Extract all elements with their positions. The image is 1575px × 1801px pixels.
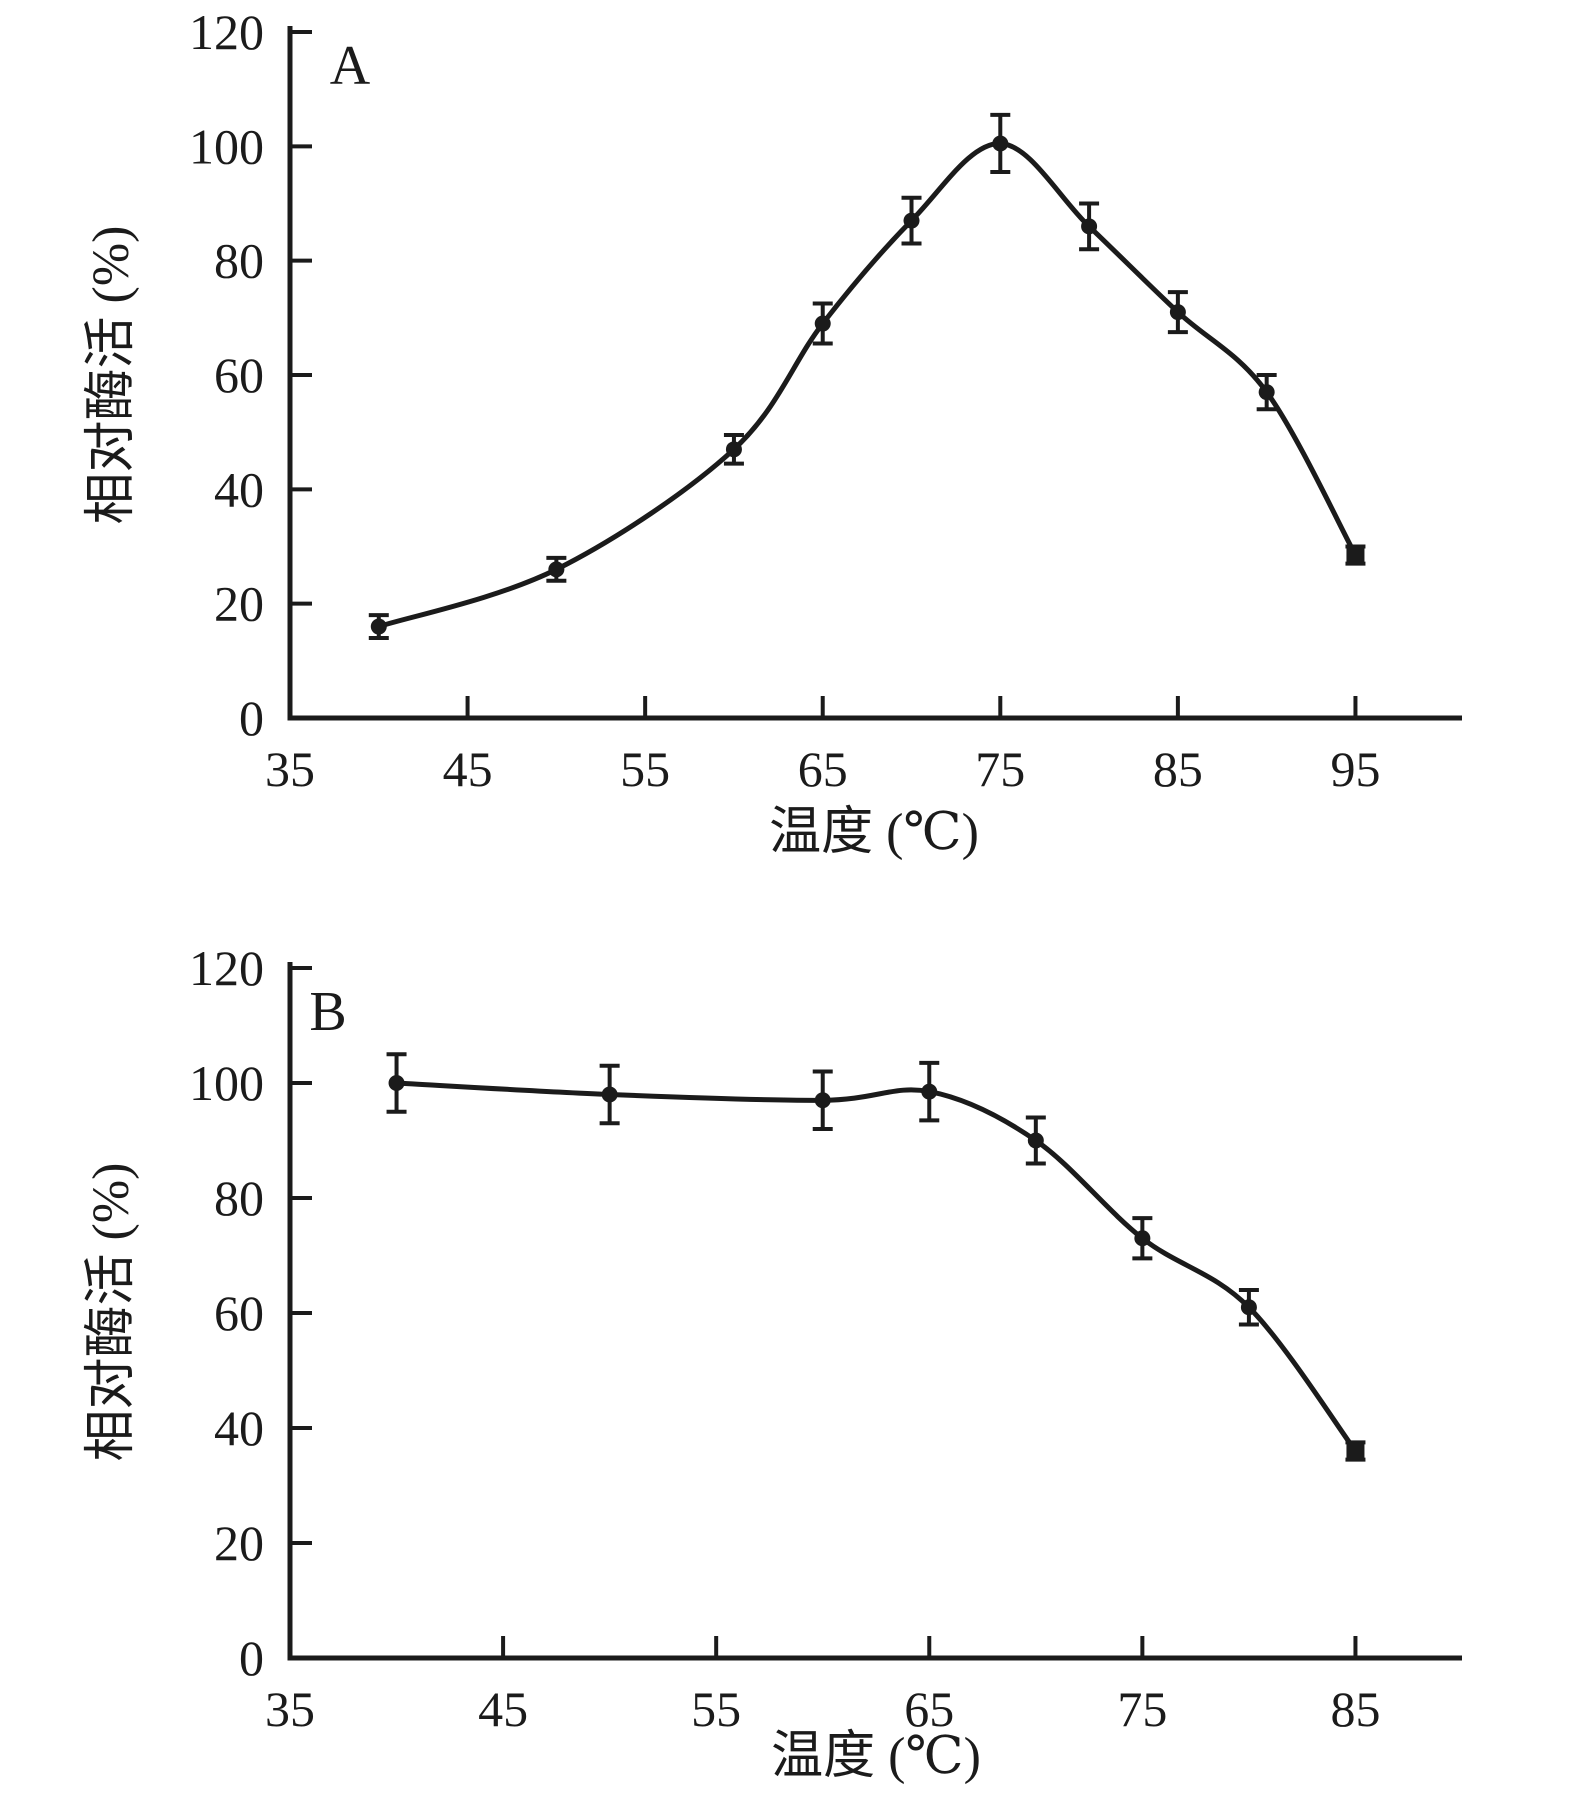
- data-point: [388, 1075, 405, 1091]
- x-tick-label: 95: [1330, 741, 1380, 797]
- y-tick-label: 40: [214, 461, 264, 517]
- data-point: [1027, 1132, 1044, 1149]
- x-tick-label: 35: [265, 1681, 315, 1737]
- panel-b-letter: B: [309, 981, 347, 1043]
- x-tick-label: 35: [265, 741, 315, 797]
- data-point: [814, 315, 831, 332]
- data-point: [1081, 218, 1098, 235]
- data-point: [903, 212, 920, 229]
- data-curve: [394, 1080, 1358, 1454]
- panel-a-x-axis-label: 温度 (℃): [769, 804, 979, 861]
- data-point: [548, 561, 565, 578]
- data-point: [1346, 1442, 1365, 1460]
- y-tick-label: 20: [214, 576, 264, 632]
- x-tick-label: 45: [443, 741, 493, 797]
- data-point: [992, 135, 1009, 152]
- panel-a-y-axis-label: 相对酶活 (%): [83, 225, 140, 525]
- x-tick-label: 75: [975, 741, 1025, 797]
- x-tick-label: 45: [478, 1681, 528, 1737]
- y-tick-label: 100: [189, 118, 264, 174]
- data-point: [814, 1092, 831, 1109]
- data-point: [370, 618, 387, 635]
- data-point: [921, 1083, 938, 1100]
- y-tick-label: 0: [239, 1630, 264, 1686]
- x-tick-label: 85: [1153, 741, 1203, 797]
- y-tick-label: 60: [214, 1285, 264, 1341]
- data-point: [1169, 304, 1186, 321]
- data-point: [1240, 1299, 1257, 1316]
- panel-a-letter: A: [329, 35, 371, 97]
- y-tick-label: 100: [189, 1055, 264, 1111]
- panel-b-x-axis-label: 温度 (℃): [771, 1728, 981, 1785]
- data-point: [1258, 384, 1275, 401]
- y-tick-label: 20: [214, 1515, 264, 1571]
- x-tick-label: 55: [691, 1681, 741, 1737]
- y-tick-label: 80: [214, 1170, 264, 1226]
- x-tick-label: 85: [1330, 1681, 1380, 1737]
- panel-a-chart: 35 45 55 65 75 85 95 0 20 40 60 80 100 120: [189, 4, 1462, 797]
- y-tick-label: 60: [214, 347, 264, 403]
- data-point: [1346, 546, 1365, 565]
- panel-b-y-axis-label: 相对酶活 (%): [83, 1162, 140, 1462]
- y-tick-label: 120: [189, 4, 264, 60]
- x-tick-label: 65: [904, 1681, 954, 1737]
- y-tick-label: 40: [214, 1400, 264, 1456]
- y-tick-label: 0: [239, 690, 264, 746]
- data-point: [601, 1086, 618, 1103]
- panel-b-chart: 35 45 55 65 75 85 0 20 40 60 80 100 120: [189, 940, 1462, 1737]
- x-tick-label: 55: [620, 741, 670, 797]
- x-tick-label: 75: [1117, 1681, 1167, 1737]
- x-tick-label: 65: [798, 741, 848, 797]
- y-tick-label: 80: [214, 233, 264, 289]
- data-point: [725, 441, 742, 458]
- data-curve: [376, 140, 1358, 630]
- y-tick-label: 120: [189, 940, 264, 996]
- data-point: [1134, 1230, 1151, 1247]
